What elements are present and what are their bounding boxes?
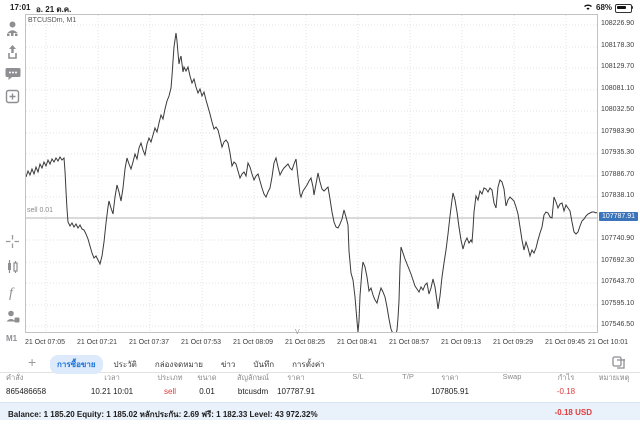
status-bar: 17:01 อ. 21 ต.ค. 68% — [0, 0, 640, 14]
cell-4: btcusdm — [237, 387, 269, 396]
time-axis-label: 21 Oct 07:05 — [24, 339, 66, 346]
price-axis-label: 107886.70 — [601, 171, 635, 178]
price-up-icon[interactable] — [5, 44, 21, 60]
time-axis-label: 21 Oct 07:37 — [128, 339, 170, 346]
column-header: คำสั่ง — [6, 373, 24, 382]
price-axis-label: 108129.70 — [601, 63, 635, 70]
column-header: ราคา — [287, 373, 305, 382]
cell-0: 865486658 — [6, 387, 47, 396]
chat-icon[interactable] — [5, 66, 21, 82]
time-axis-label: 21 Oct 07:21 — [76, 339, 118, 346]
time-axis-label: 21 Oct 08:41 — [336, 339, 378, 346]
price-line-chart — [26, 15, 597, 332]
column-header: หมายเหตุ — [598, 373, 630, 382]
column-header: กำไร — [557, 373, 575, 382]
battery-icon — [615, 3, 632, 13]
cell-10: -0.18 — [556, 387, 576, 396]
price-line — [26, 32, 597, 332]
timeframe-button[interactable]: M1 — [6, 334, 18, 343]
price-axis-label: 107643.70 — [601, 278, 635, 285]
price-axis-label: 107740.90 — [601, 235, 635, 242]
time-axis-label: 21 Oct 07:53 — [180, 339, 222, 346]
time-axis-label: 21 Oct 08:57 — [388, 339, 430, 346]
column-header: สัญลักษณ์ — [236, 373, 270, 382]
account-summary-bar: Balance: 1 185.20 Equity: 1 185.02 หลักป… — [0, 402, 640, 420]
add-tab-button[interactable]: + — [28, 354, 37, 370]
price-axis-label: 107692.30 — [601, 257, 635, 264]
time-axis-label: 21 Oct 08:25 — [284, 339, 326, 346]
battery-nub — [631, 6, 633, 9]
floating-profit: -0.18 USD — [554, 408, 592, 417]
column-header: ราคา — [441, 373, 459, 382]
cell-2: sell — [163, 387, 177, 396]
status-time: 17:01 — [10, 3, 31, 12]
cell-1: 10.21 10:01 — [90, 387, 134, 396]
tab-5[interactable]: การตั้งค่า — [292, 360, 325, 369]
low-marker-glyph: V — [295, 329, 300, 336]
tab-4[interactable]: บันทึก — [253, 360, 275, 369]
tab-2[interactable]: กล่องจดหมาย — [154, 360, 203, 369]
new-order-icon[interactable] — [5, 89, 21, 105]
price-axis-label: 107546.50 — [601, 321, 635, 328]
cell-3: 0.01 — [199, 387, 215, 396]
status-date: อ. 21 ต.ค. — [36, 5, 72, 14]
battery-percent: 68% — [596, 3, 613, 12]
sell-position-label: sell 0.01 — [27, 207, 54, 214]
tab-0[interactable]: การซื้อขาย — [50, 355, 103, 374]
column-header: T/P — [402, 372, 414, 381]
cell-5: 107787.91 — [277, 387, 315, 396]
time-axis-label: 21 Oct 09:45 — [544, 339, 586, 346]
column-header: ประเภท — [157, 373, 183, 382]
chart-symbol-label: BTCUSDm, M1 — [28, 17, 77, 24]
price-axis-label: 107935.30 — [601, 149, 635, 156]
tab-1[interactable]: ประวัติ — [113, 360, 137, 369]
account-icon[interactable] — [5, 20, 21, 36]
column-header: S/L — [352, 372, 364, 381]
time-axis-label: 21 Oct 08:09 — [232, 339, 274, 346]
windows-layout-icon[interactable] — [612, 356, 626, 374]
crosshair-icon[interactable] — [5, 234, 21, 250]
column-header: เวลา — [104, 373, 120, 382]
price-axis-label: 107595.10 — [601, 300, 635, 307]
price-axis-label: 108178.30 — [601, 42, 635, 49]
price-axis-label: 108032.50 — [601, 106, 635, 113]
functions-icon[interactable]: f — [5, 284, 21, 300]
tab-list: การซื้อขาย ประวัติ กล่องจดหมาย ข่าว บันทึก กา… — [50, 355, 332, 374]
indicators-icon[interactable] — [5, 259, 21, 275]
cell-8: 107805.91 — [431, 387, 469, 396]
orders-table-header: คำสั่ง เวลา ประเภท ขนาด สัญลักษณ์ ราคา S/L T/P ร… — [0, 372, 640, 385]
current-price-tag: 107787.91 — [599, 212, 638, 221]
price-axis-label: 108081.10 — [601, 85, 635, 92]
price-axis-label: 107838.10 — [601, 192, 635, 199]
balance-summary: Balance: 1 185.20 Equity: 1 185.02 หลักป… — [8, 410, 318, 419]
column-header: Swap — [502, 372, 522, 381]
time-axis-label: 21 Oct 09:29 — [492, 339, 534, 346]
price-axis-label: 107983.90 — [601, 128, 635, 135]
column-header: ขนาด — [197, 373, 217, 382]
tab-3[interactable]: ข่าว — [220, 360, 236, 369]
chart-plot-area[interactable] — [25, 14, 598, 333]
svg-text:f: f — [9, 286, 15, 300]
time-axis-label: 21 Oct 09:13 — [440, 339, 482, 346]
wifi-icon — [583, 3, 593, 13]
bottom-tab-bar: + การซื้อขาย ประวัติ กล่องจดหมาย ข่าว บันทึก… — [0, 353, 640, 374]
objects-icon[interactable] — [5, 309, 21, 325]
open-position-row[interactable]: 865486658 10.21 10:01 sell 0.01 btcusdm 10778… — [0, 387, 640, 400]
time-axis-label: 21 Oct 10:01 — [587, 339, 629, 346]
price-axis-label: 108226.90 — [601, 20, 635, 27]
